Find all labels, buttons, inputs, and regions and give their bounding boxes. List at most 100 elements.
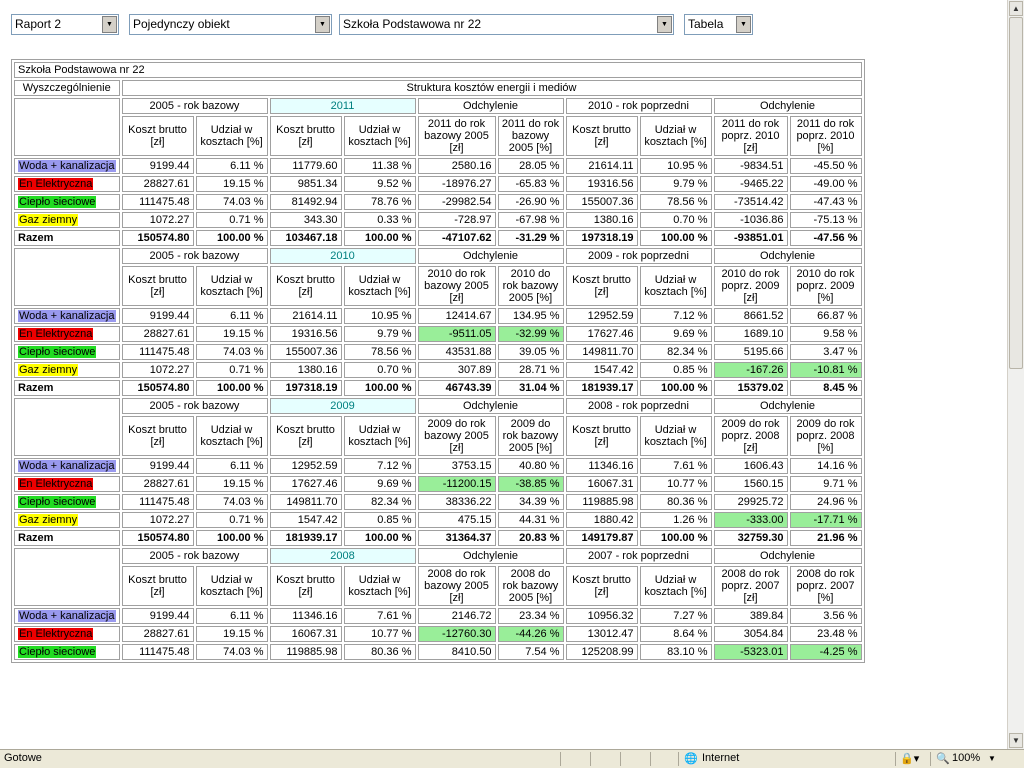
value-cell: 100.00 % <box>195 230 268 246</box>
category-label: En Elektryczna <box>18 628 94 640</box>
chevron-down-icon[interactable]: ▼ <box>736 16 751 33</box>
scrollbar-thumb[interactable] <box>1009 17 1023 369</box>
value-cell: 80.36 % <box>343 644 416 660</box>
value-cell: 0.71 % <box>195 212 268 228</box>
column-header: Koszt brutto [zł] <box>269 566 342 606</box>
column-header: Udział w kosztach [%] <box>343 266 416 306</box>
value-cell: -5323.01 <box>713 644 788 660</box>
protected-mode-icon[interactable]: 🔒▾ <box>900 753 920 765</box>
status-divider <box>930 752 931 766</box>
value-cell: 13012.47 <box>565 626 638 642</box>
value-cell: 149811.70 <box>269 494 342 510</box>
value-cell: 16067.31 <box>565 476 638 492</box>
value-cell: 343.30 <box>269 212 342 228</box>
previous-year-header: 2007 - rok poprzedni <box>565 548 712 564</box>
deviation-header: Odchylenie <box>417 98 564 114</box>
category-cell: Woda + kanalizacja <box>14 458 120 474</box>
report-select[interactable]: Raport 2 ▼ <box>11 14 119 35</box>
object-type-select[interactable]: Pojedynczy obiekt ▼ <box>129 14 332 35</box>
category-label: Ciepło sieciowe <box>18 196 97 208</box>
value-cell: 43531.88 <box>417 344 496 360</box>
value-cell: 74.03 % <box>195 194 268 210</box>
value-cell: 78.76 % <box>343 194 416 210</box>
value-cell: 23.48 % <box>789 626 862 642</box>
deviation-header: Odchylenie <box>713 398 862 414</box>
column-header: Udział w kosztach [%] <box>639 566 712 606</box>
globe-icon: 🌐 <box>684 753 698 765</box>
column-header-row: Koszt brutto [zł] Udział w kosztach [%] Ko… <box>14 266 862 306</box>
value-cell: 150574.80 <box>121 380 194 396</box>
value-cell: 12952.59 <box>269 458 342 474</box>
value-cell: -38.85 % <box>497 476 564 492</box>
status-divider <box>590 752 591 766</box>
scroll-down-icon[interactable]: ▼ <box>1009 733 1023 748</box>
value-cell: 111475.48 <box>121 494 194 510</box>
value-cell: 3054.84 <box>713 626 788 642</box>
vertical-scrollbar[interactable]: ▲ ▼ <box>1007 0 1024 749</box>
value-cell: 46743.39 <box>417 380 496 396</box>
value-cell: 9.79 % <box>639 176 712 192</box>
category-cell: En Elektryczna <box>14 476 120 492</box>
value-cell: -45.50 % <box>789 158 862 174</box>
column-header: Udział w kosztach [%] <box>639 116 712 156</box>
category-label: En Elektryczna <box>18 328 94 340</box>
status-text: Gotowe <box>4 752 42 764</box>
table-row: Woda + kanalizacja 9199.44 6.11 % 11346.16 7… <box>14 608 862 624</box>
column-header-row: Koszt brutto [zł] Udział w kosztach [%] Ko… <box>14 416 862 456</box>
zoom-chevron-down-icon[interactable]: ▼ <box>988 754 996 763</box>
value-cell: 8410.50 <box>417 644 496 660</box>
category-cell: Ciepło sieciowe <box>14 494 120 510</box>
object-type-select-value: Pojedynczy obiekt <box>133 17 230 31</box>
category-label: Ciepło sieciowe <box>18 346 97 358</box>
total-label: Razem <box>14 380 120 396</box>
value-cell: 3753.15 <box>417 458 496 474</box>
value-cell: 0.71 % <box>195 362 268 378</box>
value-cell: 9.69 % <box>343 476 416 492</box>
category-label: Woda + kanalizacja <box>18 460 116 472</box>
previous-year-header: 2010 - rok poprzedni <box>565 98 712 114</box>
column-header: Udział w kosztach [%] <box>343 566 416 606</box>
value-cell: 1547.42 <box>565 362 638 378</box>
table-row: En Elektryczna 28827.61 19.15 % 17627.46 9.6… <box>14 476 862 492</box>
value-cell: 82.34 % <box>639 344 712 360</box>
value-cell: -9834.51 <box>713 158 788 174</box>
category-label: En Elektryczna <box>18 478 94 490</box>
value-cell: 6.11 % <box>195 608 268 624</box>
value-cell: 7.12 % <box>639 308 712 324</box>
value-cell: -65.83 % <box>497 176 564 192</box>
category-cell: En Elektryczna <box>14 326 120 342</box>
value-cell: 38336.22 <box>417 494 496 510</box>
value-cell: -47.43 % <box>789 194 862 210</box>
value-cell: -728.97 <box>417 212 496 228</box>
category-label: En Elektryczna <box>18 178 94 190</box>
value-cell: 8.45 % <box>789 380 862 396</box>
current-year-header: 2010 <box>269 248 416 264</box>
base-year-header: 2005 - rok bazowy <box>121 548 268 564</box>
value-cell: 9851.34 <box>269 176 342 192</box>
school-select[interactable]: Szkoła Podstawowa nr 22 ▼ <box>339 14 674 35</box>
value-cell: 9.71 % <box>789 476 862 492</box>
column-header: Koszt brutto [zł] <box>121 116 194 156</box>
value-cell: 11779.60 <box>269 158 342 174</box>
value-cell: 11346.16 <box>565 458 638 474</box>
category-cell: Woda + kanalizacja <box>14 608 120 624</box>
value-cell: 83.10 % <box>639 644 712 660</box>
value-cell: 74.03 % <box>195 494 268 510</box>
value-cell: 6.11 % <box>195 308 268 324</box>
value-cell: 19.15 % <box>195 326 268 342</box>
title-row: Szkoła Podstawowa nr 22 <box>14 62 862 78</box>
chevron-down-icon[interactable]: ▼ <box>315 16 330 33</box>
column-header: Koszt brutto [zł] <box>565 416 638 456</box>
scroll-up-icon[interactable]: ▲ <box>1009 1 1023 16</box>
zoom-icon[interactable]: 🔍 <box>936 753 950 765</box>
value-cell: 1547.42 <box>269 512 342 528</box>
value-cell: 17627.46 <box>565 326 638 342</box>
view-select[interactable]: Tabela ▼ <box>684 14 753 35</box>
chevron-down-icon[interactable]: ▼ <box>102 16 117 33</box>
year-header-row: 2005 - rok bazowy 2008 Odchylenie 2007 - ro… <box>14 548 862 606</box>
chevron-down-icon[interactable]: ▼ <box>657 16 672 33</box>
table-row: Ciepło sieciowe 111475.48 74.03 % 119885.98… <box>14 644 862 660</box>
zoom-level[interactable]: 100% <box>952 752 981 764</box>
value-cell: 8661.52 <box>713 308 788 324</box>
value-cell: -49.00 % <box>789 176 862 192</box>
